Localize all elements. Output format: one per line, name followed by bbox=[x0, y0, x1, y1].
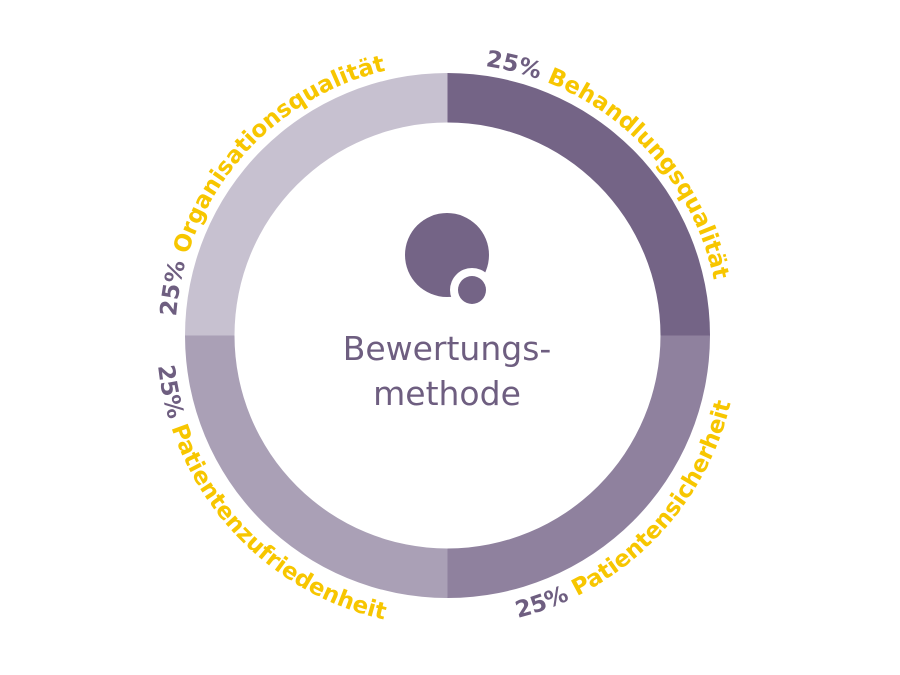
center-title-line-1: Bewertungs- bbox=[343, 329, 552, 368]
logo-circle-icon bbox=[405, 213, 494, 312]
center-title-line-2: methode bbox=[373, 374, 521, 413]
donut-slice-1 bbox=[447, 73, 710, 336]
slice-value-label: 25% bbox=[152, 363, 190, 429]
donut-slice-3 bbox=[185, 335, 448, 598]
donut-slice-2 bbox=[447, 335, 710, 598]
donut-slice-4 bbox=[185, 73, 448, 336]
